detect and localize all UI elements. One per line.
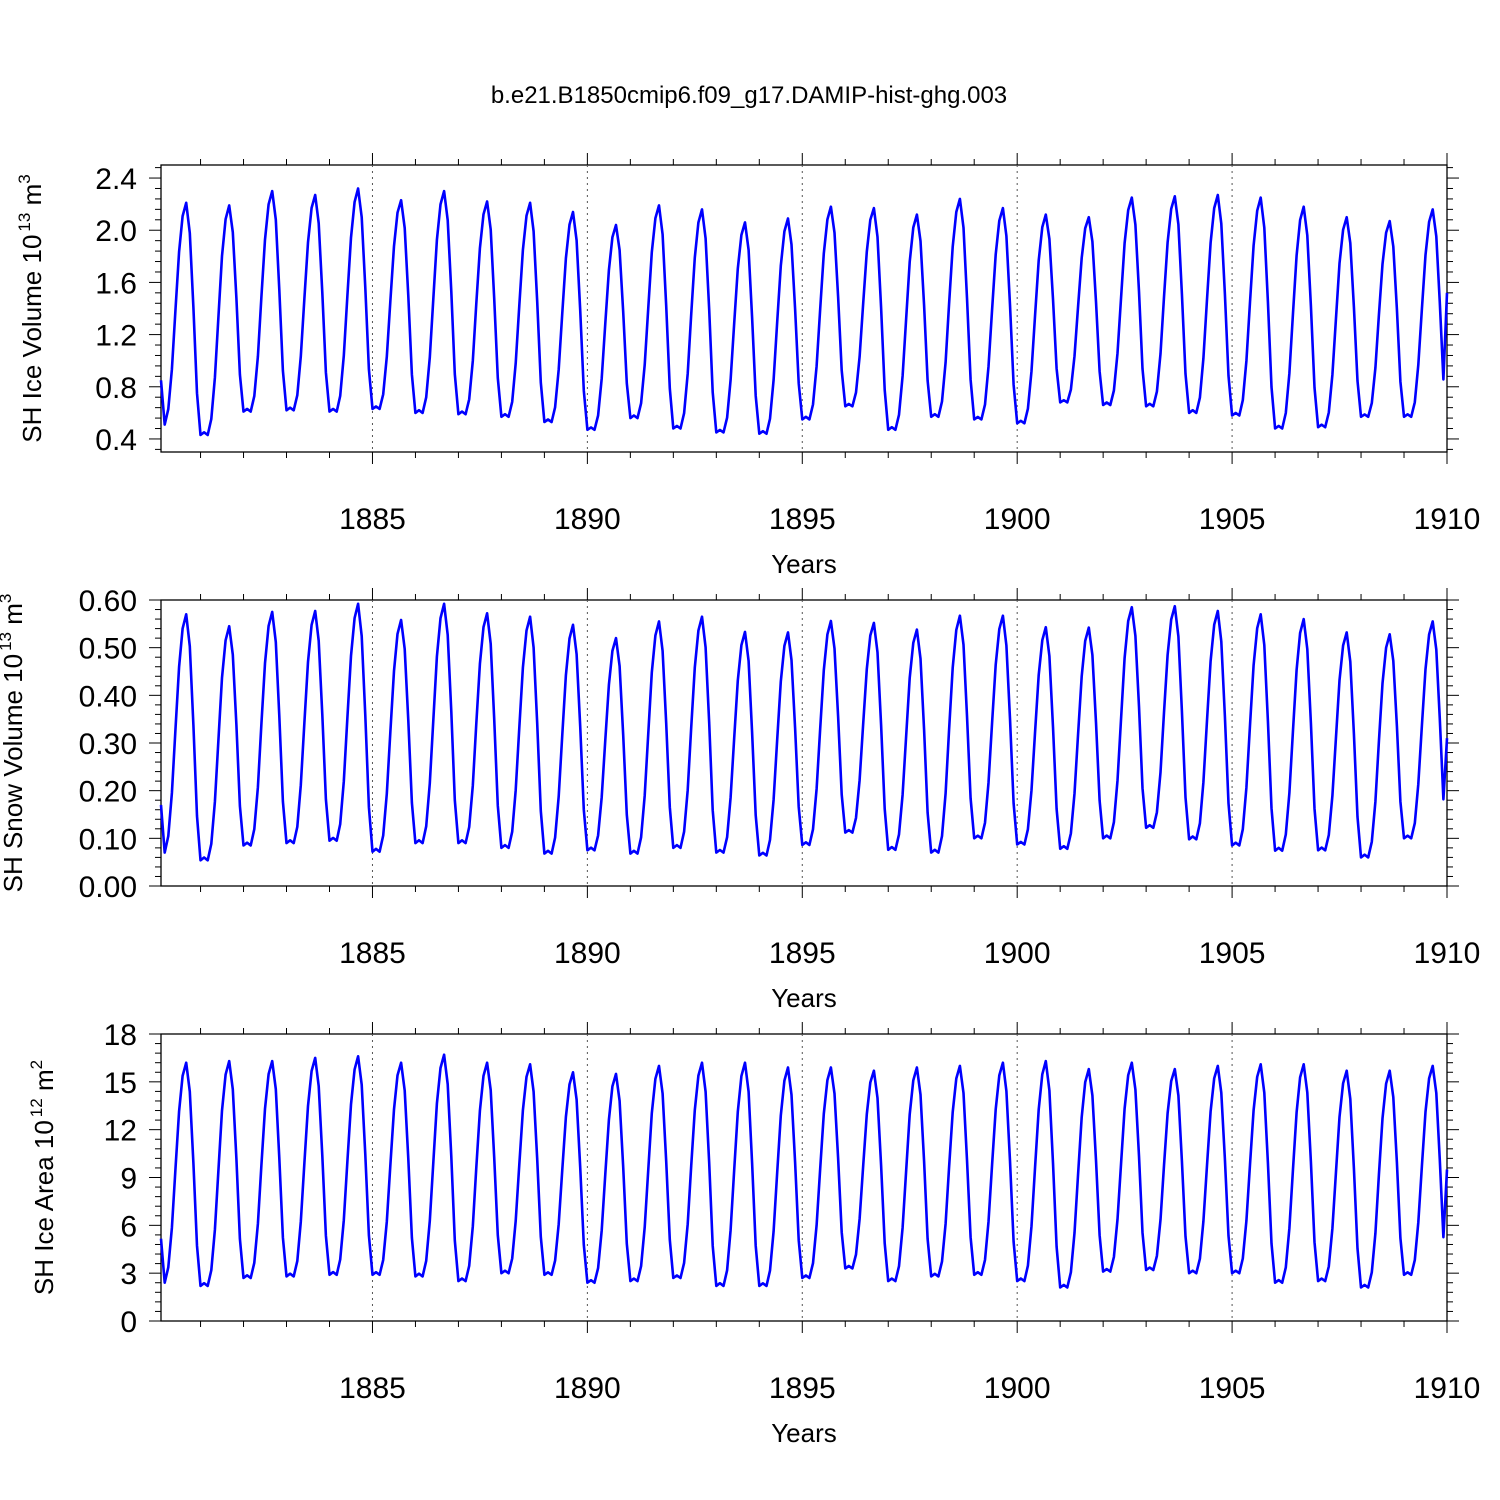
x-tick-label: 1910: [1414, 937, 1481, 970]
y-tick-label: 15: [104, 1067, 137, 1100]
y-tick-label: 0.60: [79, 585, 137, 618]
x-axis-label: Years: [771, 1418, 837, 1448]
x-tick-label: 1910: [1414, 503, 1481, 536]
y-tick-label: 2.4: [95, 163, 137, 196]
panel-1: 1885 1890 1895 1900 1905 1910 Years 0.4 0.8 1.2 1.…: [15, 153, 1480, 579]
x-tick-label: 1890: [554, 937, 621, 970]
y-axis-label: SH Snow Volume 1013 m3: [0, 594, 28, 893]
y-tick-label: 6: [120, 1210, 137, 1243]
y-tick-label: 1.2: [95, 320, 137, 353]
x-tick-label: 1885: [339, 503, 406, 536]
x-tick-label: 1900: [984, 1372, 1051, 1405]
y-axis-label: SH Ice Volume 1013 m3: [15, 174, 47, 442]
x-tick-label: 1905: [1199, 503, 1266, 536]
panel-3: 1885 1890 1895 1900 1905 1910 Years 0 3 6 9 12 15 18 S…: [27, 1019, 1480, 1448]
figure-title: b.e21.B1850cmip6.f09_g17.DAMIP-hist-ghg.…: [491, 82, 1007, 109]
panels: 1885 1890 1895 1900 1905 1910Years0.40.81.21.…: [0, 153, 1480, 1448]
x-tick-label: 1890: [554, 1372, 621, 1405]
y-tick-label: 0.40: [79, 680, 137, 713]
x-tick-label: 1900: [984, 503, 1051, 536]
x-tick-label: 1905: [1199, 1372, 1266, 1405]
y-tick-label: 0.8: [95, 372, 137, 405]
x-tick-label: 1885: [339, 937, 406, 970]
y-tick-label: 0.00: [79, 871, 137, 904]
y-tick-label: 3: [120, 1258, 137, 1291]
x-tick-label: 1885: [339, 1372, 406, 1405]
x-tick-label: 1900: [984, 937, 1051, 970]
y-tick-label: 0.4: [95, 424, 137, 457]
y-tick-label: 2.0: [95, 215, 137, 248]
x-tick-label: 1895: [769, 1372, 836, 1405]
x-axis-label: Years: [771, 983, 837, 1013]
panel-2: 1885 1890 1895 1900 1905 1910 Years 0.00 0.10 0.2…: [0, 585, 1480, 1013]
y-tick-label: 0.20: [79, 776, 137, 809]
x-tick-label: 1890: [554, 503, 621, 536]
y-tick-label: 9: [120, 1163, 137, 1196]
series-line: [159, 602, 1449, 862]
y-tick-label: 18: [104, 1019, 137, 1052]
x-tick-label: 1895: [769, 937, 836, 970]
y-tick-label: 1.6: [95, 267, 137, 300]
x-tick-label: 1910: [1414, 1372, 1481, 1405]
y-tick-label: 0.50: [79, 633, 137, 666]
x-tick-label: 1905: [1199, 937, 1266, 970]
x-tick-label: 1895: [769, 503, 836, 536]
x-axis-label: Years: [771, 549, 837, 579]
y-tick-label: 0.30: [79, 728, 137, 761]
series-line: [159, 187, 1449, 437]
y-tick-label: 12: [104, 1115, 137, 1148]
y-tick-label: 0.10: [79, 823, 137, 856]
y-axis-label: SH Ice Area 1012 m2: [27, 1060, 59, 1295]
y-tick-label: 0: [120, 1306, 137, 1339]
series-line: [159, 1053, 1449, 1289]
